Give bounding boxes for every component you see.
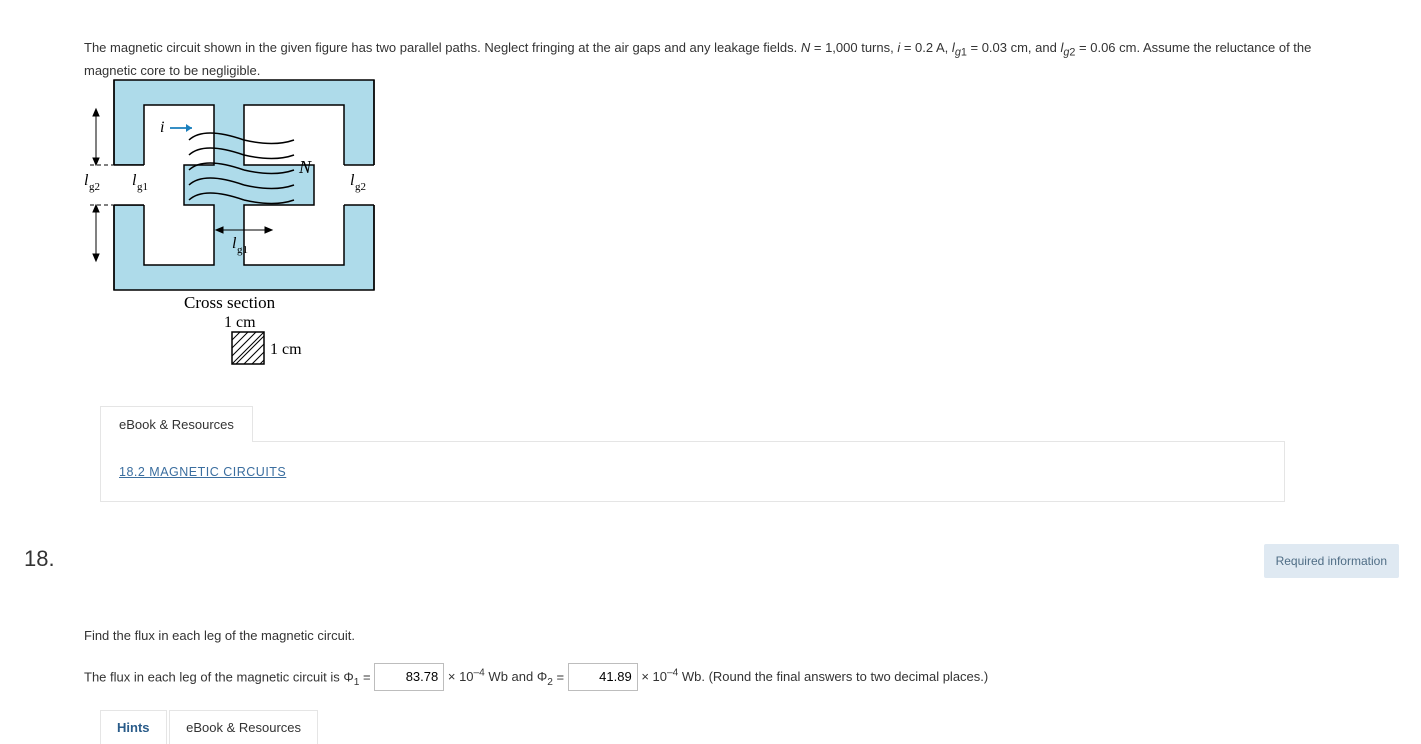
eq2: = — [553, 669, 568, 684]
magnetic-circuit-figure: i N l g2 l g1 l g2 — [84, 70, 384, 380]
tab-hints[interactable]: Hints — [100, 710, 167, 744]
answer-tabs: Hints eBook & Resources — [100, 710, 317, 744]
eq1: = — [359, 669, 374, 684]
resources-body: 18.2 MAGNETIC CIRCUITS — [100, 441, 1285, 502]
question-number: 18. — [24, 546, 55, 572]
resources-tab[interactable]: eBook & Resources — [100, 406, 253, 442]
required-information-label: Required information — [1276, 554, 1387, 568]
label-lg1-left-sub: g1 — [137, 181, 148, 193]
tab-ebook-label: eBook & Resources — [186, 720, 301, 735]
mid-text: × 10–4 Wb and Φ — [448, 669, 547, 684]
label-lg2-right-sub: g2 — [355, 181, 366, 193]
phi2-input[interactable] — [568, 663, 638, 691]
resource-link[interactable]: 18.2 MAGNETIC CIRCUITS — [119, 465, 286, 479]
phi1-input[interactable] — [374, 663, 444, 691]
resources-panel: eBook & Resources 18.2 MAGNETIC CIRCUITS — [100, 406, 1300, 502]
label-1cm-side: 1 cm — [270, 341, 302, 358]
label-i: i — [160, 119, 164, 136]
tail-text: × 10–4 Wb. (Round the final answers to t… — [641, 669, 988, 684]
answer-sentence: The flux in each leg of the magnetic cir… — [84, 663, 1344, 692]
tab-hints-label: Hints — [117, 720, 150, 735]
required-information-button[interactable]: Required information — [1264, 544, 1399, 578]
label-n: N — [298, 157, 312, 177]
label-lg2-left-sub: g2 — [89, 181, 100, 193]
question-prompt: Find the flux in each leg of the magneti… — [84, 624, 1344, 649]
label-cross-section: Cross section — [184, 293, 276, 312]
label-1cm-top: 1 cm — [224, 314, 256, 331]
label-lg1-bottom-sub: g1 — [237, 244, 248, 256]
resources-tab-label: eBook & Resources — [119, 417, 234, 432]
question-body: Find the flux in each leg of the magneti… — [84, 624, 1344, 692]
tab-ebook[interactable]: eBook & Resources — [169, 710, 318, 744]
resource-link-text: 18.2 MAGNETIC CIRCUITS — [119, 465, 286, 479]
sentence-pre: The flux in each leg of the magnetic cir… — [84, 669, 354, 684]
